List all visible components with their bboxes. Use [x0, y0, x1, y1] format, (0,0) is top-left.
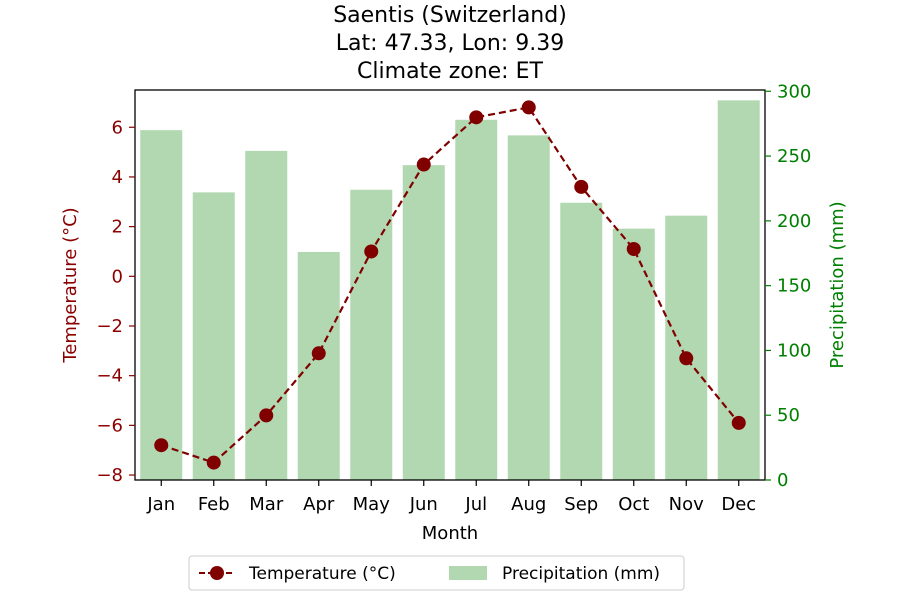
left-tick-label: −6	[96, 415, 123, 436]
temperature-point-feb	[207, 456, 221, 470]
temperature-point-jun	[417, 158, 431, 172]
temperature-point-aug	[522, 100, 536, 114]
temperature-point-apr	[312, 346, 326, 360]
right-tick-label: 150	[777, 276, 811, 297]
left-tick-label: 0	[112, 266, 123, 287]
left-tick-label: −4	[96, 366, 123, 387]
x-tick-label-aug: Aug	[511, 494, 546, 515]
left-tick-label: 2	[112, 217, 123, 238]
right-tick-label: 300	[777, 81, 811, 102]
x-tick-label-oct: Oct	[618, 494, 649, 515]
precipitation-bar-oct	[613, 229, 655, 480]
chart-title-line-1: Saentis (Switzerland)	[333, 3, 567, 28]
y-axis-label-left: Temperature (°C)	[60, 207, 81, 363]
temperature-point-jan	[154, 438, 168, 452]
right-tick-label: 250	[777, 146, 811, 167]
x-axis-ticks: Jan Feb Mar Apr May Jun Jul Aug Sep Oct Nov Dec	[146, 480, 756, 515]
temperature-point-oct	[627, 242, 641, 256]
precipitation-bar-jul	[455, 120, 497, 480]
x-tick-label-may: May	[353, 494, 391, 515]
legend-precipitation-swatch	[449, 566, 487, 580]
x-tick-label-nov: Nov	[669, 494, 704, 515]
x-tick-label-sep: Sep	[564, 494, 598, 515]
legend-temperature-marker	[210, 566, 224, 580]
precipitation-bar-apr	[298, 252, 340, 480]
chart-title-line-3: Climate zone: ET	[357, 59, 543, 84]
precipitation-bars	[140, 100, 760, 480]
right-tick-label: 0	[777, 470, 788, 491]
right-tick-label: 200	[777, 211, 811, 232]
x-tick-label-dec: Dec	[721, 494, 756, 515]
x-tick-label-feb: Feb	[198, 494, 230, 515]
precipitation-bar-nov	[665, 216, 707, 480]
precipitation-bar-may	[350, 190, 392, 480]
temperature-point-jul	[469, 110, 483, 124]
left-tick-label: 4	[112, 167, 123, 188]
x-tick-label-apr: Apr	[303, 494, 335, 515]
precipitation-bar-feb	[193, 192, 235, 480]
right-axis-ticks: 0 50 100 150 200 250 300	[765, 81, 811, 491]
x-tick-label-jan: Jan	[146, 494, 175, 515]
precipitation-bar-sep	[560, 203, 602, 480]
precipitation-bar-aug	[508, 135, 550, 480]
legend: Temperature (°C) Precipitation (mm)	[189, 556, 684, 590]
y-axis-label-right: Precipitation (mm)	[827, 201, 848, 368]
x-tick-label-jun: Jun	[409, 494, 438, 515]
temperature-point-may	[364, 244, 378, 258]
x-tick-label-mar: Mar	[249, 494, 284, 515]
chart-title-line-2: Lat: 47.33, Lon: 9.39	[336, 31, 564, 56]
temperature-point-mar	[259, 408, 273, 422]
precipitation-bar-jun	[403, 165, 445, 480]
left-tick-label: −8	[96, 465, 123, 486]
right-tick-label: 50	[777, 405, 800, 426]
precipitation-bar-jan	[140, 130, 182, 480]
left-tick-label: −2	[96, 316, 123, 337]
temperature-point-sep	[574, 180, 588, 194]
legend-precipitation-label: Precipitation (mm)	[502, 564, 660, 584]
left-tick-label: 6	[112, 117, 123, 138]
precipitation-bar-mar	[245, 151, 287, 480]
right-tick-label: 100	[777, 340, 811, 361]
left-axis-ticks: −8 −6 −4 −2 0 2 4 6	[96, 117, 135, 486]
x-axis-label: Month	[422, 523, 478, 544]
temperature-point-dec	[732, 416, 746, 430]
temperature-point-nov	[679, 351, 693, 365]
temperature-line	[154, 100, 746, 469]
x-tick-label-jul: Jul	[464, 494, 487, 515]
legend-temperature-label: Temperature (°C)	[248, 564, 396, 584]
